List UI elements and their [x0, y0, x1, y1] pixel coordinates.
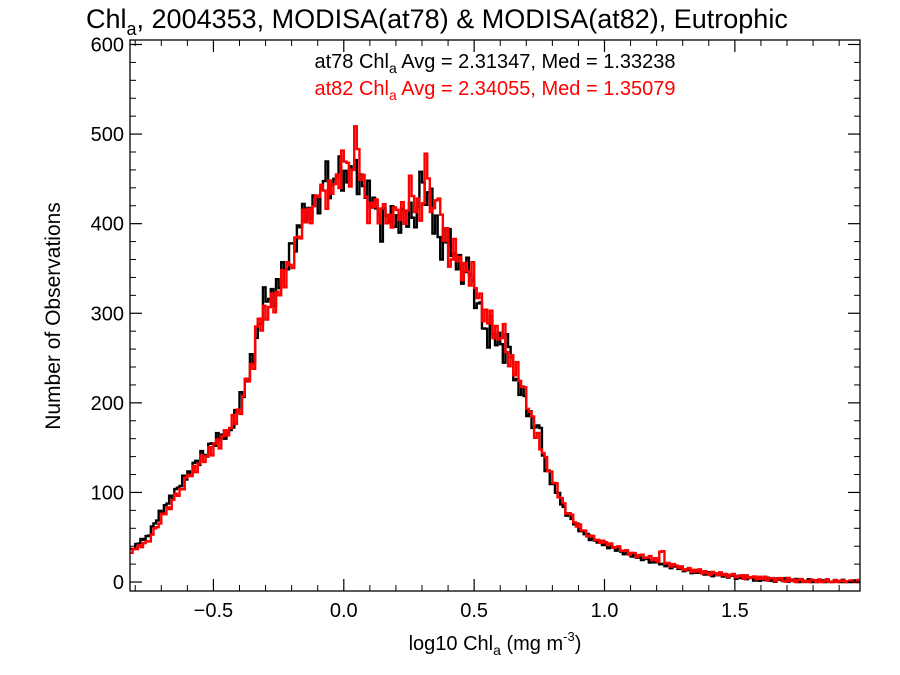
annotation-at82: at82 Chla Avg = 2.34055, Med = 1.35079 — [314, 78, 675, 103]
y-tick-label: 300 — [91, 303, 124, 325]
annotation-at78: at78 Chla Avg = 2.31347, Med = 1.33238 — [314, 51, 675, 76]
y-tick-label: 0 — [113, 572, 124, 594]
y-tick-label: 600 — [91, 34, 124, 56]
histogram-series-at78 — [130, 155, 860, 584]
x-tick-label: 0.5 — [460, 600, 488, 622]
y-axis-label: Number of Observations — [42, 202, 65, 430]
x-tick-label: 0.0 — [330, 600, 358, 622]
x-tick-label: 1.0 — [591, 600, 619, 622]
chart-title: Chla, 2004353, MODISA(at78) & MODISA(at8… — [86, 4, 788, 39]
y-tick-label: 400 — [91, 214, 124, 236]
plot-frame — [129, 39, 861, 592]
x-tick-label: −0.5 — [194, 600, 233, 622]
histogram-series-at82 — [130, 125, 860, 584]
y-tick-label: 100 — [91, 482, 124, 504]
y-tick-label: 200 — [91, 393, 124, 415]
plot-area: −0.5 0.0 0.5 1.0 1.5 0 100 200 300 400 500 600 — [91, 34, 861, 622]
y-tick-label: 500 — [91, 124, 124, 146]
x-axis-label: log10 Chla (mg m-3) — [409, 629, 582, 658]
x-tick-label: 1.5 — [721, 600, 749, 622]
